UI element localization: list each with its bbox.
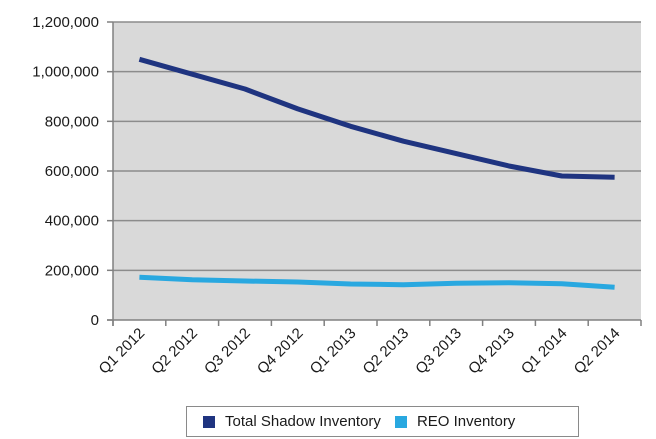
x-tick-label: Q3 2013 <box>412 325 465 378</box>
x-tick-label: Q2 2012 <box>148 325 201 378</box>
legend-item-reo-inventory: REO Inventory <box>394 413 516 430</box>
x-tick-label: Q2 2014 <box>571 325 624 378</box>
y-tick-label: 1,000,000 <box>32 64 99 81</box>
series-lines <box>138 56 615 290</box>
y-tick-label: 1,200,000 <box>32 14 99 31</box>
y-tick-label: 200,000 <box>45 262 99 279</box>
y-tick-label: 400,000 <box>45 213 99 230</box>
gridlines <box>113 21 641 272</box>
legend-swatch-reo-inventory <box>394 415 407 428</box>
y-tick-label: 600,000 <box>45 163 99 180</box>
legend-label-reo-inventory: REO Inventory <box>416 413 516 430</box>
x-tick-label: Q3 2012 <box>201 325 254 378</box>
legend-label-total-shadow-inventory: Total Shadow Inventory <box>225 413 381 430</box>
x-tick-label: Q1 2012 <box>96 325 149 378</box>
x-axis-tick-labels: Q1 2012 Q2 2012 Q3 2012 Q4 2012 Q1 2013 Q2 20… <box>96 325 624 378</box>
x-tick-label: Q4 2013 <box>465 325 518 378</box>
y-axis-tick-labels: 0 200,000 400,000 600,000 800,000 1,000,000 1,… <box>32 14 99 329</box>
legend-swatch-total-shadow-inventory <box>203 415 215 428</box>
y-tick-label: 0 <box>91 312 99 329</box>
x-tick-label: Q4 2012 <box>254 325 307 378</box>
y-tick-label: 800,000 <box>45 113 99 130</box>
series-line-total-shadow-inventory <box>138 56 615 180</box>
x-tick-label: Q1 2013 <box>307 325 360 378</box>
series-line-reo-inventory <box>139 274 615 290</box>
legend: Total Shadow Inventory REO Inventory <box>186 406 579 437</box>
x-tick-label: Q2 2013 <box>360 325 413 378</box>
legend-item-total-shadow-inventory: Total Shadow Inventory <box>203 413 381 430</box>
axes <box>107 21 642 326</box>
x-tick-label: Q1 2014 <box>518 325 571 378</box>
